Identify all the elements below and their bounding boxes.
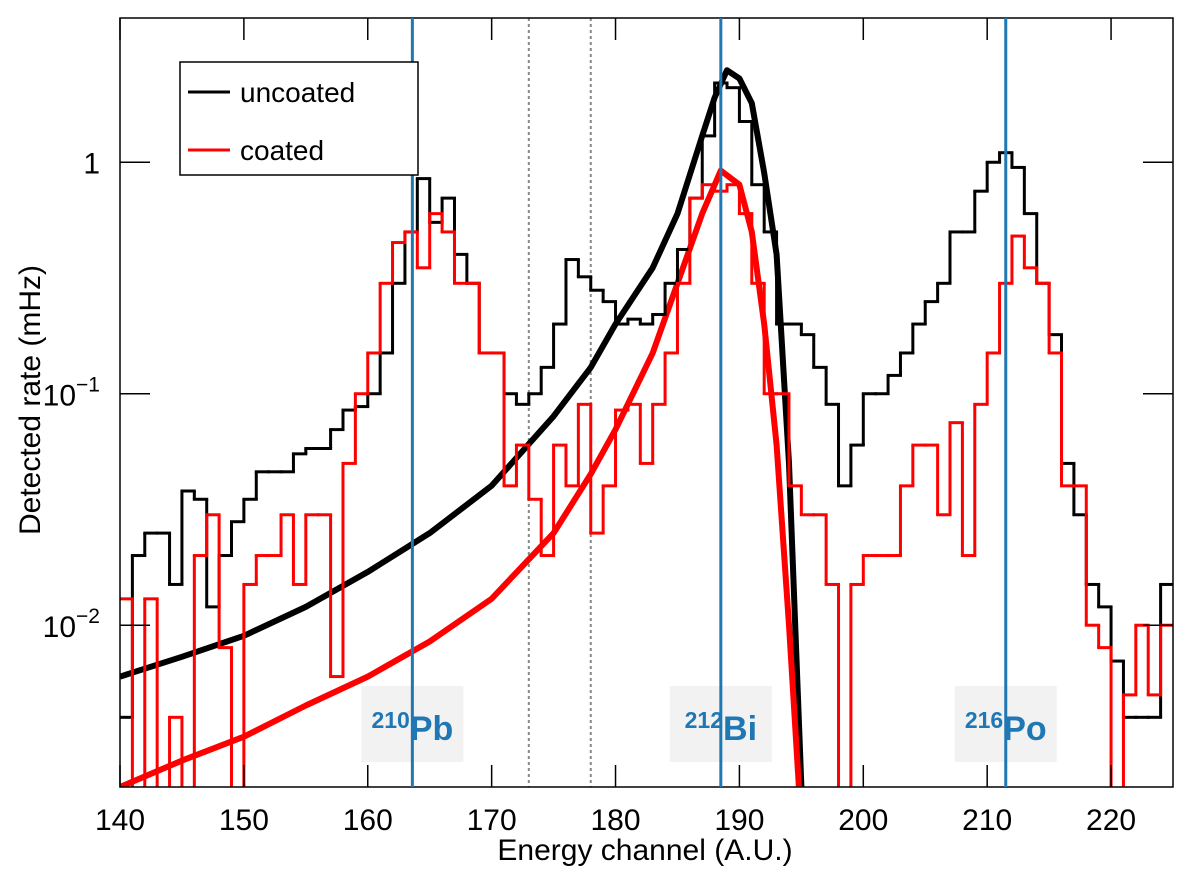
x-tick-label: 150	[219, 804, 269, 837]
fit-curve	[120, 67, 805, 787]
peak-element: Po	[1003, 710, 1046, 748]
legend: uncoated coated	[179, 61, 419, 176]
frame	[119, 17, 1174, 788]
x-tick-label: 220	[1086, 804, 1136, 837]
y-tick-base: 10	[43, 611, 76, 644]
legend-label: uncoated	[240, 77, 355, 108]
x-tick-label: 170	[467, 804, 517, 837]
x-tick-label: 160	[343, 804, 393, 837]
peak-label: 212Bi	[685, 707, 757, 748]
peak-mass: 212	[685, 707, 723, 733]
y-axis-title: Detected rate (mHz)	[14, 265, 47, 535]
x-tick-label: 180	[590, 804, 640, 837]
y-tick-base: 10	[43, 380, 76, 413]
peak-element: Bi	[723, 710, 757, 748]
y-tick-exponent: −1	[76, 374, 100, 397]
x-tick-label: 200	[838, 804, 888, 837]
fit-curve	[120, 167, 802, 787]
legend-label: coated	[240, 135, 324, 166]
x-axis-title: Energy channel (A.U.)	[497, 834, 792, 867]
y-tick-label: 10−1	[43, 374, 100, 413]
legend-box	[179, 61, 419, 176]
y-tick-exponent: −2	[76, 605, 100, 628]
x-tick-label: 210	[962, 804, 1012, 837]
peak-label: 216Po	[965, 707, 1047, 748]
peak-mass: 210	[371, 707, 409, 733]
peak-label: 210Pb	[371, 707, 453, 748]
peak-element: Pb	[410, 710, 453, 748]
x-tick-label: 190	[714, 804, 764, 837]
y-tick-label: 1	[83, 147, 100, 180]
x-tick-label: 140	[95, 804, 145, 837]
peak-mass: 216	[965, 707, 1003, 733]
plot-area	[120, 18, 1173, 787]
y-tick-label: 10−2	[43, 605, 100, 644]
